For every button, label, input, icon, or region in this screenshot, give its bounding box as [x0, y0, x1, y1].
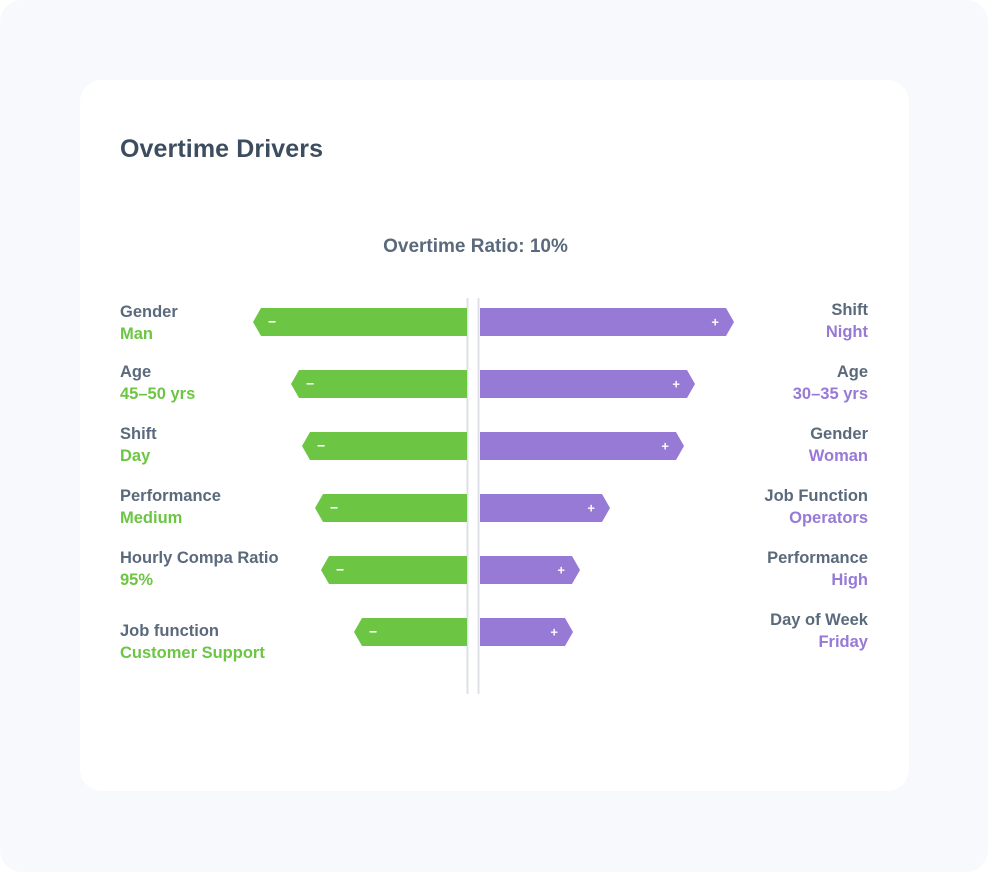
driver-factor: Gender [810, 425, 868, 443]
driver-value: Woman [808, 447, 868, 465]
driver-value: Customer Support [120, 644, 265, 662]
chart-subtitle: Overtime Ratio: 10% [383, 236, 568, 257]
negative-driver-label: Job function Customer Support [120, 620, 265, 664]
plus-sign-label: + [550, 625, 558, 640]
minus-sign-label: − [336, 562, 344, 578]
driver-value: Night [825, 323, 868, 341]
minus-sign-label: − [306, 376, 314, 392]
positive-driver-label: Shift Night [826, 299, 868, 343]
driver-value: 95% [120, 571, 154, 589]
driver-value: Medium [120, 509, 183, 527]
driver-factor: Job function [120, 622, 219, 640]
plus-sign-label: + [587, 501, 595, 516]
plus-sign-label: + [672, 377, 680, 392]
negative-driver-bar [315, 494, 467, 522]
negative-driver-bar [321, 556, 467, 584]
driver-value: High [831, 571, 868, 589]
negative-driver-label: Shift Day [120, 423, 157, 467]
negative-driver-label: Gender Man [120, 301, 178, 345]
driver-factor: Performance [120, 487, 221, 505]
positive-driver-label: Day of Week Friday [770, 609, 868, 653]
driver-value: Man [120, 325, 153, 343]
positive-driver-bar [480, 308, 734, 336]
driver-factor: Day of Week [770, 611, 868, 629]
driver-factor: Job Function [764, 487, 868, 505]
driver-factor: Age [120, 363, 152, 381]
driver-value: 30–35 yrs [792, 385, 868, 403]
driver-factor: Hourly Compa Ratio [120, 549, 279, 567]
positive-driver-bar [480, 556, 580, 584]
positive-driver-label: Job Function Operators [764, 485, 868, 529]
minus-sign-label: − [330, 500, 338, 516]
driver-value: Operators [789, 509, 868, 527]
plus-sign-label: + [711, 315, 719, 330]
driver-factor: Performance [767, 549, 868, 567]
negative-driver-bar [291, 370, 467, 398]
plus-sign-label: + [661, 439, 669, 454]
driver-value: Friday [818, 633, 868, 651]
driver-factor: Age [836, 363, 868, 381]
negative-driver-bar [354, 618, 467, 646]
card-title: Overtime Drivers [120, 135, 324, 163]
driver-factor: Shift [120, 425, 157, 443]
positive-driver-label: Age 30–35 yrs [793, 361, 868, 405]
driver-bars-chart: − − − − − − + + + + + + [253, 298, 734, 694]
positive-driver-label: Performance High [767, 547, 868, 591]
negative-driver-bar [253, 308, 467, 336]
driver-factor: Shift [831, 301, 868, 319]
positive-driver-bar [480, 370, 695, 398]
positive-driver-bar [480, 618, 573, 646]
positive-driver-bar [480, 494, 610, 522]
minus-sign-label: − [369, 624, 377, 640]
negative-driver-label: Hourly Compa Ratio 95% [120, 547, 279, 591]
driver-value: Day [120, 447, 151, 465]
negative-driver-label: Performance Medium [120, 485, 221, 529]
chart-card: Overtime Drivers Overtime Ratio: 10% − − −… [80, 80, 909, 791]
positive-driver-label: Gender Woman [809, 423, 868, 467]
negative-driver-label: Age 45–50 yrs [120, 361, 195, 405]
driver-factor: Gender [120, 303, 178, 321]
minus-sign-label: − [268, 314, 276, 330]
negative-driver-bar [302, 432, 467, 460]
plus-sign-label: + [557, 563, 565, 578]
positive-driver-bar [480, 432, 684, 460]
driver-value: 45–50 yrs [120, 385, 196, 403]
minus-sign-label: − [317, 438, 325, 454]
